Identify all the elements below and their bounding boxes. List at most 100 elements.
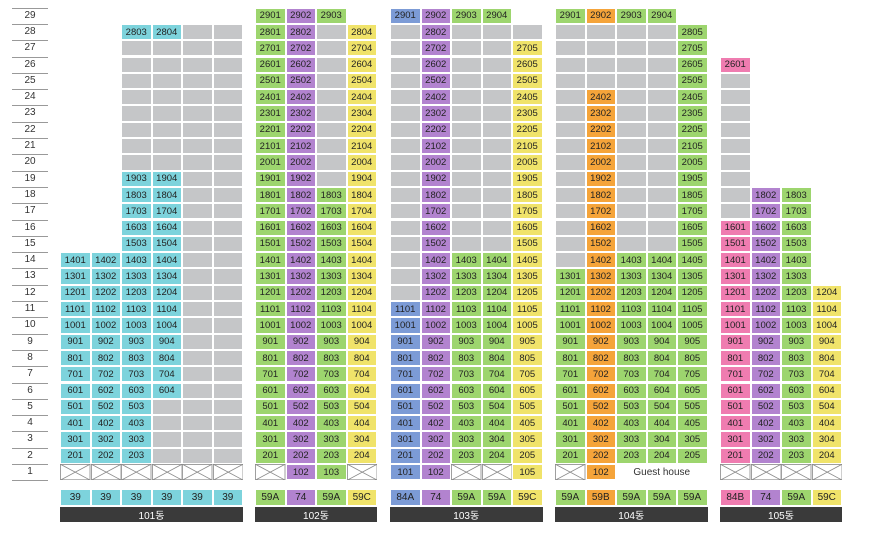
unit-cell: 1102 — [420, 301, 451, 318]
vacant-cell — [212, 72, 243, 90]
vacant-cell — [212, 23, 243, 41]
unit-cell: 203 — [616, 447, 647, 464]
vacant-cell — [646, 170, 677, 187]
unit-cell: 1104 — [811, 301, 842, 318]
vacant-cell — [151, 415, 182, 432]
unit-cell: 1504 — [151, 235, 182, 253]
unit-cell: 1002 — [750, 317, 781, 334]
vacant-cell — [555, 252, 586, 269]
vacant-cell — [182, 415, 213, 432]
unit-cell: 801 — [720, 349, 751, 367]
unit-cell: 404 — [346, 415, 377, 432]
vacant-cell — [646, 40, 677, 57]
vacant-cell — [212, 333, 243, 350]
unit-cell: 804 — [346, 349, 377, 367]
unit-cell: 302 — [285, 431, 316, 448]
unit-cell: 2604 — [346, 56, 377, 73]
unit-cell: 2602 — [285, 56, 316, 73]
unit-cell: 1903 — [121, 170, 152, 187]
unit-type-label: 39 — [90, 489, 121, 506]
unit-cell: 203 — [781, 447, 812, 464]
unit-cell: 1001 — [555, 317, 586, 334]
unit-cell: 602 — [90, 382, 121, 399]
unit-cell: 704 — [151, 366, 182, 383]
unit-cell: 202 — [285, 447, 316, 464]
vacant-cell — [212, 317, 243, 334]
unit-cell: 1505 — [677, 235, 708, 253]
vacant-cell — [212, 284, 243, 301]
unit-cell: 1402 — [90, 252, 121, 269]
unit-type-label: 84B — [720, 489, 751, 506]
unit-cell: 304 — [346, 431, 377, 448]
vacant-cell — [646, 23, 677, 41]
unit-cell: 1402 — [585, 252, 616, 269]
unit-cell: 401 — [60, 415, 91, 432]
unit-cell: 803 — [121, 349, 152, 367]
unit-type-label: 59A — [316, 489, 347, 506]
unit-type-label: 39 — [212, 489, 243, 506]
unit-cell: 503 — [121, 398, 152, 416]
unit-cell: 2805 — [677, 23, 708, 41]
no-unit-cell — [481, 464, 512, 481]
vacant-cell — [390, 203, 421, 220]
unit-cell: 704 — [811, 366, 842, 383]
unit-cell: 2304 — [346, 105, 377, 122]
vacant-cell — [151, 154, 182, 171]
unit-cell: 503 — [451, 398, 482, 416]
vacant-cell — [316, 105, 347, 122]
unit-cell: 805 — [677, 349, 708, 367]
unit-cell: 802 — [90, 349, 121, 367]
vacant-cell — [390, 138, 421, 155]
unit-cell: 502 — [585, 398, 616, 416]
unit-cell: 2202 — [420, 121, 451, 138]
unit-cell: 1702 — [585, 203, 616, 220]
unit-cell: 1205 — [512, 284, 543, 301]
unit-cell: 503 — [316, 398, 347, 416]
unit-cell: 201 — [255, 447, 286, 464]
unit-cell: 1002 — [420, 317, 451, 334]
floor-divider — [12, 235, 48, 237]
unit-cell: 2002 — [585, 154, 616, 171]
unit-cell: 903 — [781, 333, 812, 350]
unit-cell: 1502 — [750, 235, 781, 253]
floor-divider — [12, 301, 48, 302]
floor-divider — [12, 480, 48, 482]
unit-cell: 2001 — [255, 154, 286, 171]
vacant-cell — [182, 235, 213, 253]
unit-cell: 801 — [60, 349, 91, 367]
floor-divider — [12, 121, 48, 123]
unit-cell: 1003 — [451, 317, 482, 334]
vacant-cell — [151, 56, 182, 73]
vacant-cell — [151, 138, 182, 155]
vacant-cell — [182, 219, 213, 236]
unit-cell: 505 — [677, 398, 708, 416]
unit-cell: 202 — [90, 447, 121, 464]
unit-cell: 1603 — [316, 219, 347, 236]
unit-cell: 905 — [512, 333, 543, 350]
vacant-cell — [481, 170, 512, 187]
floor-label: 11 — [24, 303, 36, 314]
vacant-cell — [555, 23, 586, 41]
vacant-cell — [316, 121, 347, 138]
unit-cell: 2501 — [255, 72, 286, 90]
unit-cell: 2901 — [390, 7, 421, 24]
vacant-cell — [555, 138, 586, 155]
unit-cell: 401 — [390, 415, 421, 432]
unit-cell: 2102 — [585, 138, 616, 155]
unit-cell: 1605 — [677, 219, 708, 236]
unit-cell: 1002 — [585, 317, 616, 334]
unit-cell: 2002 — [285, 154, 316, 171]
vacant-cell — [451, 56, 482, 73]
unit-cell: 1403 — [451, 252, 482, 269]
unit-cell: 305 — [512, 431, 543, 448]
unit-cell: 1404 — [646, 252, 677, 269]
unit-cell: 704 — [346, 366, 377, 383]
unit-cell: 1305 — [677, 268, 708, 285]
vacant-cell — [481, 121, 512, 138]
unit-cell: 203 — [121, 447, 152, 464]
vacant-cell — [212, 366, 243, 383]
unit-cell: 304 — [646, 431, 677, 448]
unit-type-label: 59A — [555, 489, 586, 506]
building-label: 104동 — [555, 507, 708, 522]
vacant-cell — [390, 235, 421, 253]
